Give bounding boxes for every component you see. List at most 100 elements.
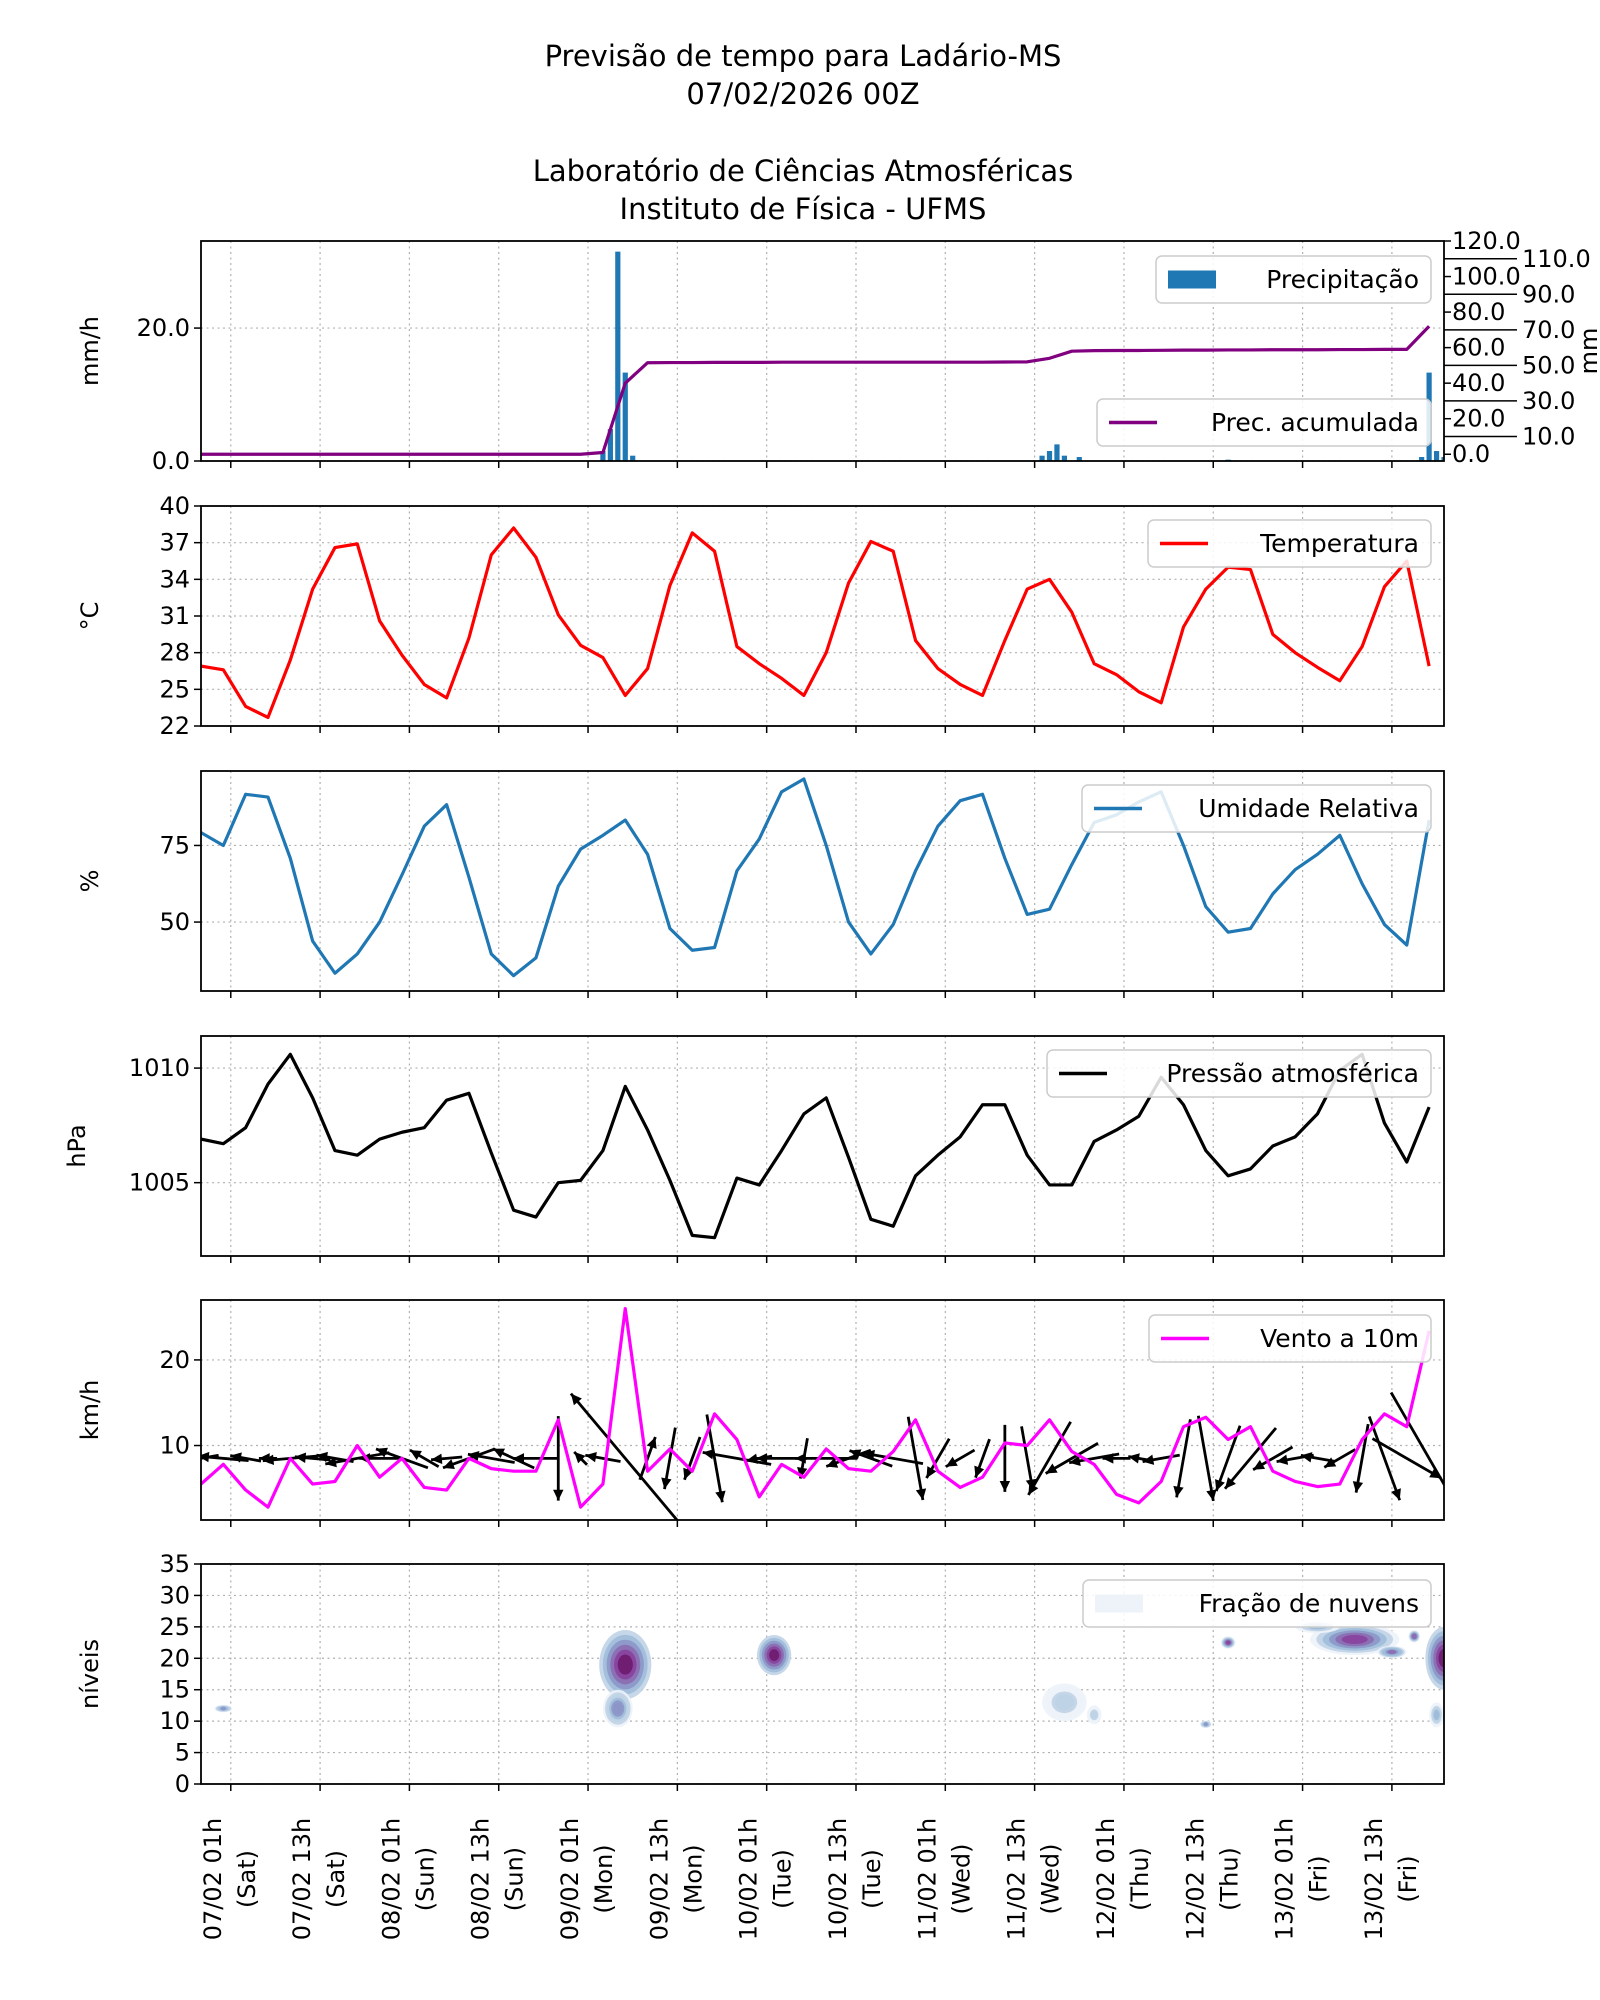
plot-area bbox=[201, 1306, 1444, 1520]
precip-bar bbox=[1046, 451, 1053, 461]
wind-arrow-head bbox=[715, 1490, 726, 1503]
y-tick-label: 37 bbox=[159, 529, 190, 557]
x-tick-day: (Thu) bbox=[1215, 1847, 1243, 1911]
wind-arrow-head bbox=[1391, 1488, 1401, 1501]
x-tick-label: 13/02 01h (Fri) bbox=[1271, 1818, 1333, 1941]
precip-bar bbox=[1419, 457, 1425, 461]
panel-clouds: Fração de nuvens 0 5 10 15 20 25 30 35 níveis bbox=[76, 1550, 1445, 1798]
wind-arrow-head bbox=[1215, 1479, 1225, 1492]
x-tick-time: 12/02 01h bbox=[1092, 1818, 1120, 1941]
title-line-2: 07/02/2026 00Z bbox=[686, 77, 919, 111]
legend-frame bbox=[1155, 255, 1432, 304]
plot-area bbox=[201, 526, 1431, 720]
legend: Precipitação bbox=[1155, 255, 1432, 304]
cloud-contour bbox=[613, 1703, 623, 1715]
wind-arrow bbox=[906, 1416, 927, 1501]
x-tick-time: 10/02 01h bbox=[735, 1818, 763, 1941]
wind-arrow bbox=[1027, 1421, 1072, 1496]
y-tick-label: 40 bbox=[159, 492, 190, 520]
y-tick-label: 31 bbox=[159, 602, 190, 630]
wind-arrow bbox=[999, 1424, 1011, 1492]
cloud-region bbox=[757, 1635, 792, 1676]
y-axis-label: % bbox=[76, 870, 104, 893]
wind-arrow-head bbox=[795, 1453, 806, 1464]
wind-arrow-head bbox=[1128, 1453, 1140, 1464]
legend: Vento a 10m bbox=[1148, 1314, 1432, 1363]
x-tick-label: 10/02 13h (Tue) bbox=[824, 1818, 886, 1941]
wind-arrow bbox=[1389, 1391, 1444, 1487]
wind-arrow-shaft bbox=[1175, 1419, 1192, 1498]
title-line-1: Previsão de tempo para Ladário-MS bbox=[545, 39, 1062, 73]
x-tick-label: 08/02 13h (Sun) bbox=[467, 1818, 529, 1941]
wind-arrow bbox=[573, 1450, 589, 1466]
legend-frame bbox=[1147, 519, 1432, 568]
x-tick-day: (Sat) bbox=[233, 1850, 261, 1908]
right-ytick-label: 20.0 bbox=[1452, 405, 1505, 433]
y-tick-label: 20 bbox=[159, 1346, 190, 1374]
wind-arrow bbox=[409, 1448, 440, 1468]
x-tick-label: 08/02 01h (Sun) bbox=[377, 1818, 439, 1941]
x-tick-time: 07/02 13h bbox=[288, 1818, 316, 1941]
precip-bar bbox=[1433, 451, 1440, 461]
x-tick-label: 07/02 01h (Sat) bbox=[199, 1818, 261, 1941]
y-tick-label: 28 bbox=[159, 639, 190, 667]
wind-arrow bbox=[1044, 1442, 1099, 1475]
x-tick-time: 10/02 13h bbox=[824, 1818, 852, 1941]
wind-arrow-head bbox=[467, 1450, 480, 1462]
wind-arrow-head bbox=[661, 1477, 672, 1490]
x-tick-time: 08/02 13h bbox=[467, 1818, 495, 1941]
right-ytick-label: 10.0 bbox=[1522, 422, 1575, 450]
x-tick-label: 09/02 13h (Mon) bbox=[645, 1818, 707, 1941]
wind-arrow-head bbox=[1324, 1457, 1337, 1468]
y-tick-label: 15 bbox=[159, 1676, 190, 1704]
cloud-contour bbox=[1434, 1711, 1439, 1719]
y-tick-label: 75 bbox=[159, 831, 190, 859]
wind-arrow bbox=[661, 1427, 677, 1490]
axes-frame bbox=[200, 1563, 1445, 1785]
x-tick-day: (Mon) bbox=[679, 1844, 707, 1913]
wind-arrow-head bbox=[1206, 1489, 1217, 1501]
legend-frame bbox=[1082, 1579, 1432, 1628]
axes-frame bbox=[200, 1035, 1445, 1257]
plot-area bbox=[214, 1620, 1444, 1729]
wind-arrow-head bbox=[1142, 1454, 1155, 1465]
cloud-region bbox=[1408, 1630, 1421, 1643]
right-ytick-label: 30.0 bbox=[1522, 387, 1575, 415]
x-tick-label: 10/02 01h (Tue) bbox=[735, 1818, 797, 1941]
cloud-contour bbox=[220, 1706, 226, 1711]
cloud-region bbox=[1310, 1623, 1400, 1656]
x-tick-label: 13/02 13h (Fri) bbox=[1360, 1818, 1422, 1941]
x-tick-time: 09/02 01h bbox=[556, 1818, 584, 1941]
wind-arrow-head bbox=[1069, 1455, 1081, 1467]
x-tick-label: 11/02 01h (Wed) bbox=[913, 1818, 975, 1941]
precip-bar bbox=[615, 251, 621, 461]
rh-line bbox=[201, 777, 1431, 978]
wind-arrow-head bbox=[915, 1488, 927, 1500]
y-tick-label: 25 bbox=[159, 675, 190, 703]
y-tick-label: 50 bbox=[159, 908, 190, 936]
y-tick-label: 1005 bbox=[129, 1169, 190, 1197]
wind-arrow-head bbox=[1224, 1477, 1236, 1489]
right-ytick-label: 40.0 bbox=[1452, 369, 1505, 397]
x-tick-time: 12/02 13h bbox=[1181, 1818, 1209, 1941]
wind-arrow bbox=[945, 1448, 976, 1468]
precip-bar bbox=[1441, 457, 1444, 461]
precip-bar bbox=[1039, 455, 1045, 461]
cloud-contour bbox=[617, 1654, 633, 1675]
wind-arrow-shaft bbox=[1371, 1437, 1442, 1480]
x-tick-day: (Mon) bbox=[590, 1844, 618, 1913]
y-tick-label: 1010 bbox=[129, 1054, 190, 1082]
y-tick-label: 25 bbox=[159, 1613, 190, 1641]
right-ytick-label: 110.0 bbox=[1522, 245, 1591, 273]
plots: 0.010.020.030.040.050.060.070.080.090.01… bbox=[63, 227, 1600, 1940]
title-line-3: Laboratório de Ciências Atmosféricas bbox=[533, 154, 1074, 188]
wind-arrow-head bbox=[999, 1481, 1011, 1492]
right-ytick-label: 70.0 bbox=[1522, 316, 1575, 344]
wind-arrow bbox=[1300, 1452, 1335, 1463]
wind-arrow-head bbox=[570, 1393, 582, 1406]
cloud-region bbox=[1086, 1705, 1102, 1725]
wind-arrow-head bbox=[863, 1449, 875, 1461]
legend-label: Pressão atmosférica bbox=[1166, 1059, 1419, 1088]
wind-arrow-head bbox=[1300, 1452, 1313, 1463]
legend-frame bbox=[1046, 1049, 1432, 1098]
